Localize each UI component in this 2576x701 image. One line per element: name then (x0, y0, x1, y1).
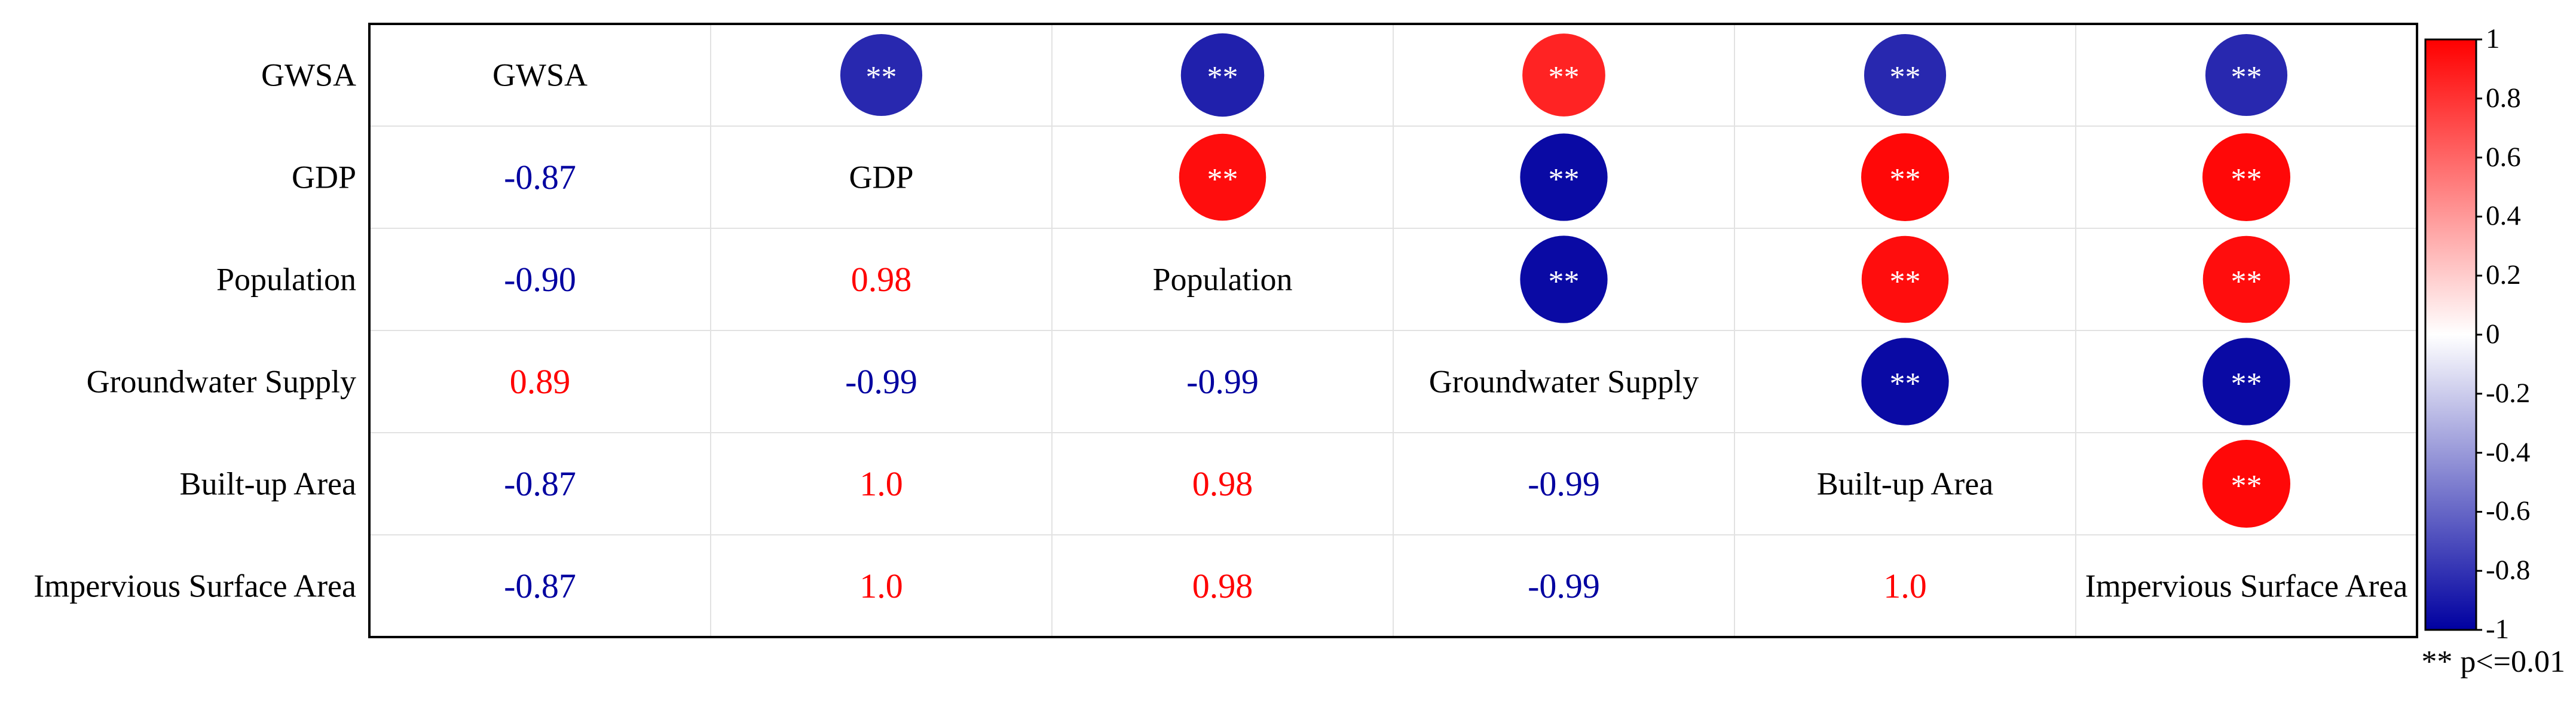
significance-mark: ** (2231, 367, 2262, 401)
plot-frame (368, 23, 2418, 638)
colorbar-tick-label: 0 (2486, 319, 2500, 350)
coefficient-label: 0.98 (1192, 567, 1253, 605)
row-label: Population (216, 262, 356, 298)
diagonal-label: Impervious Surface Area (2085, 568, 2408, 604)
significance-mark: ** (1207, 163, 1238, 197)
correlation-circle (1861, 133, 1949, 221)
significance-mark: ** (1549, 163, 1580, 197)
correlation-circle (1179, 133, 1266, 221)
coefficient-label: -0.87 (504, 158, 576, 197)
diagonal-label: Built-up Area (1817, 466, 1993, 502)
correlation-circle (1522, 33, 1605, 117)
significance-legend: ** p<=0.01 (2421, 645, 2565, 679)
colorbar-tick-label: 0.2 (2486, 259, 2521, 291)
diagonal-label: Population (1152, 262, 1292, 298)
coefficient-label: -0.99 (845, 362, 917, 401)
coefficient-label: -0.99 (1528, 567, 1600, 605)
coefficient-label: 1.0 (859, 567, 903, 605)
correlation-circle (1861, 338, 1949, 426)
significance-mark: ** (2231, 265, 2262, 299)
correlation-circle (1520, 235, 1608, 323)
colorbar-tick-label: 0.8 (2486, 82, 2521, 114)
correlation-circle (1861, 235, 1949, 323)
correlation-circle (2202, 133, 2290, 221)
correlation-circle (2202, 338, 2290, 426)
coefficient-label: 0.98 (1192, 464, 1253, 503)
significance-mark: ** (1890, 367, 1921, 401)
diagonal-label: GDP (849, 160, 913, 195)
correlation-circle (1180, 33, 1265, 117)
significance-mark: ** (2231, 163, 2262, 197)
significance-mark: ** (1207, 60, 1238, 94)
colorbar-tick-label: -0.4 (2486, 436, 2531, 468)
coefficient-label: 1.0 (1883, 567, 1927, 605)
correlation-circle (1520, 133, 1608, 221)
colorbar-tick-label: 0.4 (2486, 200, 2521, 232)
row-label: Impervious Surface Area (33, 568, 356, 604)
diagonal-label: Groundwater Supply (1429, 364, 1699, 400)
correlation-circle (2205, 33, 2288, 117)
coefficient-label: -0.99 (1186, 362, 1259, 401)
significance-mark: ** (2231, 469, 2262, 503)
row-label: GDP (292, 160, 356, 195)
colorbar-tick-label: 1 (2486, 23, 2500, 54)
significance-mark: ** (866, 60, 897, 94)
coefficient-label: 0.89 (510, 362, 571, 401)
coefficient-label: -0.90 (504, 260, 576, 299)
colorbar-tick-label: 0.6 (2486, 141, 2521, 173)
row-label: GWSA (261, 57, 356, 93)
diagonal-label: GWSA (492, 57, 588, 93)
coefficient-label: -0.87 (504, 567, 576, 605)
colorbar (2424, 38, 2477, 631)
row-label: Groundwater Supply (87, 364, 356, 400)
coefficient-label: -0.99 (1528, 464, 1600, 503)
significance-mark: ** (1890, 265, 1921, 299)
coefficient-label: 0.98 (851, 260, 912, 299)
coefficient-label: 1.0 (859, 464, 903, 503)
correlation-circle (2202, 235, 2290, 323)
significance-mark: ** (1890, 163, 1921, 197)
colorbar-tick-label: -0.2 (2486, 377, 2531, 409)
significance-mark: ** (1890, 60, 1921, 94)
colorbar-tick-label: -1 (2486, 614, 2510, 645)
correlation-circle (2202, 440, 2290, 528)
coefficient-label: -0.87 (504, 464, 576, 503)
colorbar-tick-label: -0.6 (2486, 495, 2531, 527)
significance-mark: ** (2231, 60, 2262, 94)
significance-mark: ** (1549, 60, 1580, 94)
correlation-circle (840, 33, 923, 117)
row-label: Built-up Area (180, 466, 356, 502)
colorbar-tick-label: -0.8 (2486, 555, 2531, 586)
significance-mark: ** (1549, 265, 1580, 299)
correlation-circle (1864, 33, 1947, 117)
